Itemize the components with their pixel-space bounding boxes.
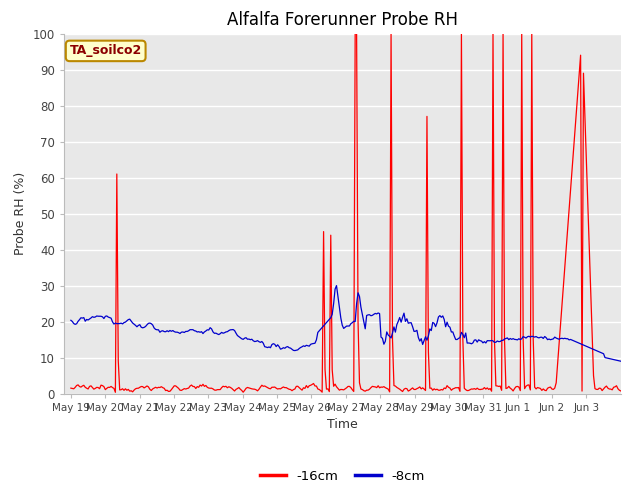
-16cm xyxy=(616,387,623,393)
Y-axis label: Probe RH (%): Probe RH (%) xyxy=(14,172,27,255)
-8cm xyxy=(614,358,622,363)
-16cm xyxy=(103,385,111,391)
-8cm xyxy=(351,319,359,324)
-16cm xyxy=(111,389,119,395)
-16cm xyxy=(617,388,625,394)
Title: Alfalfa Forerunner Probe RH: Alfalfa Forerunner Probe RH xyxy=(227,11,458,29)
-8cm xyxy=(103,313,111,319)
X-axis label: Time: Time xyxy=(327,418,358,431)
-8cm xyxy=(542,335,550,340)
-16cm xyxy=(544,385,552,391)
Text: TA_soilco2: TA_soilco2 xyxy=(70,44,142,58)
-16cm xyxy=(351,31,359,36)
-16cm xyxy=(86,384,93,389)
-8cm xyxy=(333,283,340,288)
-8cm xyxy=(460,335,468,341)
-8cm xyxy=(67,317,75,323)
-8cm xyxy=(86,316,93,322)
-16cm xyxy=(353,31,360,36)
-8cm xyxy=(617,358,625,364)
-16cm xyxy=(462,387,470,393)
Line: -8cm: -8cm xyxy=(71,286,621,361)
-16cm xyxy=(67,385,75,391)
Line: -16cm: -16cm xyxy=(71,34,621,392)
Legend: -16cm, -8cm: -16cm, -8cm xyxy=(255,464,430,480)
